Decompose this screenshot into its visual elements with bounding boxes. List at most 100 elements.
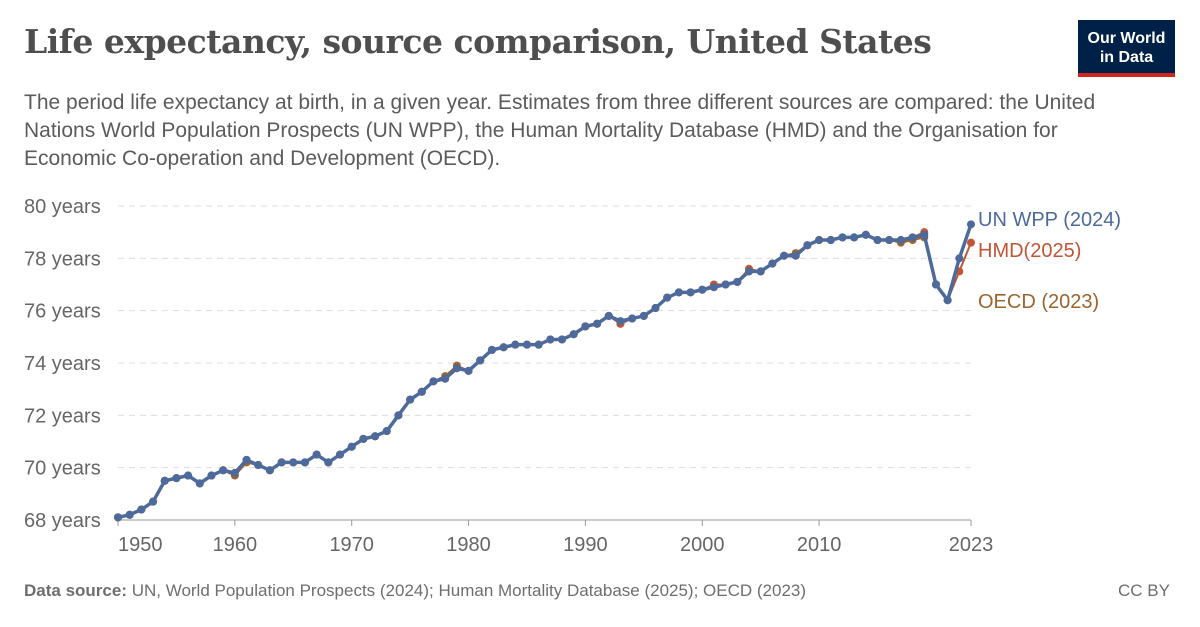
series-label: OECD (2023) (978, 291, 1099, 313)
chart-subtitle: The period life expectancy at birth, in … (24, 91, 1096, 170)
x-tick-label: 1970 (329, 534, 374, 556)
data-point (149, 497, 158, 506)
data-point (394, 411, 403, 420)
license[interactable]: CC BY (1118, 581, 1170, 600)
data-point (931, 280, 940, 289)
y-tick-label: 78 years (24, 248, 101, 270)
data-point (476, 356, 485, 365)
data-point (838, 233, 847, 242)
data-point (698, 285, 707, 294)
data-point (920, 230, 929, 239)
data-point (172, 474, 181, 483)
x-tick-label: 1990 (563, 534, 608, 556)
data-point (744, 267, 753, 276)
line-chart: 68 years 70 years 72 years 74 years 76 years… (24, 196, 1121, 556)
data-point (709, 283, 718, 292)
data-point (464, 366, 473, 375)
data-point (499, 343, 508, 352)
data-point (184, 471, 193, 480)
data-point (277, 458, 286, 467)
data-point (639, 311, 648, 320)
data-point (452, 364, 461, 373)
data-point (651, 304, 660, 313)
y-tick-label: 70 years (24, 458, 101, 480)
data-point (417, 387, 426, 396)
y-tick-label: 68 years (24, 510, 101, 532)
data-point (628, 314, 637, 323)
data-point (347, 442, 356, 451)
data-point (230, 468, 239, 477)
data-point (265, 466, 274, 475)
data-point (593, 319, 602, 328)
data-point (604, 311, 613, 320)
data-point (125, 510, 134, 519)
x-tick-label: 2023 (949, 534, 994, 556)
data-point (219, 466, 228, 475)
data-point (324, 458, 333, 467)
x-tick-label: 2010 (797, 534, 842, 556)
x-tick-label: 1950 (118, 534, 163, 556)
data-point (160, 476, 169, 485)
data-point (943, 296, 952, 305)
y-tick-label: 76 years (24, 301, 101, 323)
data-point (581, 322, 590, 331)
series-label: UN WPP (2024) (978, 209, 1121, 231)
data-point (569, 330, 578, 339)
series-line (117, 223, 973, 520)
series-un-wpp-2024-[interactable]: UN WPP (2024) (114, 209, 1121, 522)
data-point (733, 277, 742, 286)
data-point (768, 259, 777, 268)
y-tick-label: 74 years (24, 353, 101, 375)
data-point (137, 505, 146, 514)
x-tick-label: 2000 (680, 534, 725, 556)
data-point (195, 479, 204, 488)
data-point (780, 251, 789, 260)
data-point (885, 236, 894, 245)
data-point (616, 317, 625, 326)
data-point (487, 345, 496, 354)
data-point (861, 230, 870, 239)
data-point (312, 450, 321, 459)
data-point (242, 455, 251, 464)
data-point (300, 458, 309, 467)
data-point (873, 236, 882, 245)
source-label: Data source: (24, 581, 127, 600)
data-point (803, 241, 812, 250)
data-point (663, 293, 672, 302)
data-point (359, 434, 368, 443)
data-point (371, 432, 380, 441)
data-point (826, 236, 835, 245)
data-point (534, 340, 543, 349)
data-source: Data source: UN, World Population Prospe… (24, 581, 806, 601)
data-point (522, 340, 531, 349)
data-point (721, 280, 730, 289)
x-tick-label: 1980 (446, 534, 491, 556)
data-point (674, 288, 683, 297)
data-point (686, 288, 695, 297)
y-tick-label: 72 years (24, 405, 101, 427)
series-label: HMD(2025) (978, 240, 1081, 262)
series-oecd-2023-[interactable]: OECD (2023) (114, 230, 1099, 522)
data-point (254, 461, 263, 470)
data-point (791, 251, 800, 260)
data-point (967, 238, 975, 247)
data-point (955, 254, 964, 263)
data-point (967, 220, 975, 229)
x-tick-label: 1960 (213, 534, 258, 556)
series-line (117, 233, 949, 519)
data-point (382, 427, 391, 436)
data-point (558, 335, 567, 344)
data-point (850, 233, 859, 242)
data-point (406, 395, 415, 404)
source-text[interactable]: UN, World Population Prospects (2024); H… (126, 581, 807, 600)
data-point (756, 267, 765, 276)
y-tick-label: 80 years (24, 196, 101, 218)
data-point (896, 236, 905, 245)
data-point (429, 377, 438, 386)
data-point (336, 450, 345, 459)
data-point (908, 233, 917, 242)
data-point (511, 340, 520, 349)
series-line (117, 230, 972, 519)
series-hmd-2025-[interactable]: HMD(2025) (114, 228, 1081, 522)
owid-logo[interactable]: Our World in Data (1078, 20, 1175, 77)
